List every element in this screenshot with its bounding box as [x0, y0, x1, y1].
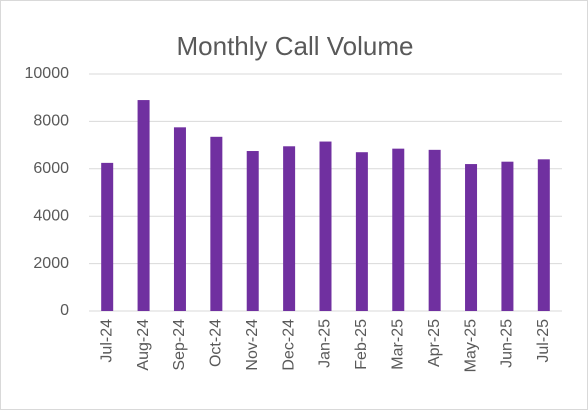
bar	[101, 162, 114, 311]
x-tick-label: Feb-25	[353, 319, 370, 370]
y-tick-label: 6000	[33, 160, 69, 177]
x-tick-label: Jul-24	[98, 319, 115, 363]
x-tick-label: Nov-24	[244, 319, 261, 371]
bar	[501, 161, 514, 311]
bar	[137, 100, 150, 311]
y-tick-label: 2000	[33, 255, 69, 272]
bar	[465, 164, 478, 311]
x-tick-label: Jul-25	[535, 319, 552, 363]
x-tick-label: May-25	[462, 319, 479, 372]
bar	[283, 146, 296, 311]
chart-title: Monthly Call Volume	[177, 31, 414, 61]
bar	[392, 148, 405, 311]
bar	[428, 149, 441, 311]
y-tick-label: 0	[60, 302, 69, 319]
bar	[246, 151, 259, 311]
bar	[537, 159, 550, 311]
y-tick-label: 4000	[33, 207, 69, 224]
bar	[319, 141, 332, 311]
bar	[173, 127, 186, 311]
bar	[355, 152, 368, 311]
x-tick-label: Jun-25	[499, 319, 516, 368]
y-tick-label: 10000	[25, 65, 70, 82]
x-tick-label: Mar-25	[389, 319, 406, 370]
x-tick-label: Apr-25	[426, 319, 443, 367]
x-tick-label: Dec-24	[280, 319, 297, 371]
x-tick-label: Oct-24	[208, 319, 225, 367]
x-tick-label: Jan-25	[317, 319, 334, 368]
y-tick-label: 8000	[33, 113, 69, 130]
bar	[210, 136, 223, 311]
x-tick-label: Sep-24	[171, 319, 188, 371]
x-tick-label: Aug-24	[135, 319, 152, 371]
